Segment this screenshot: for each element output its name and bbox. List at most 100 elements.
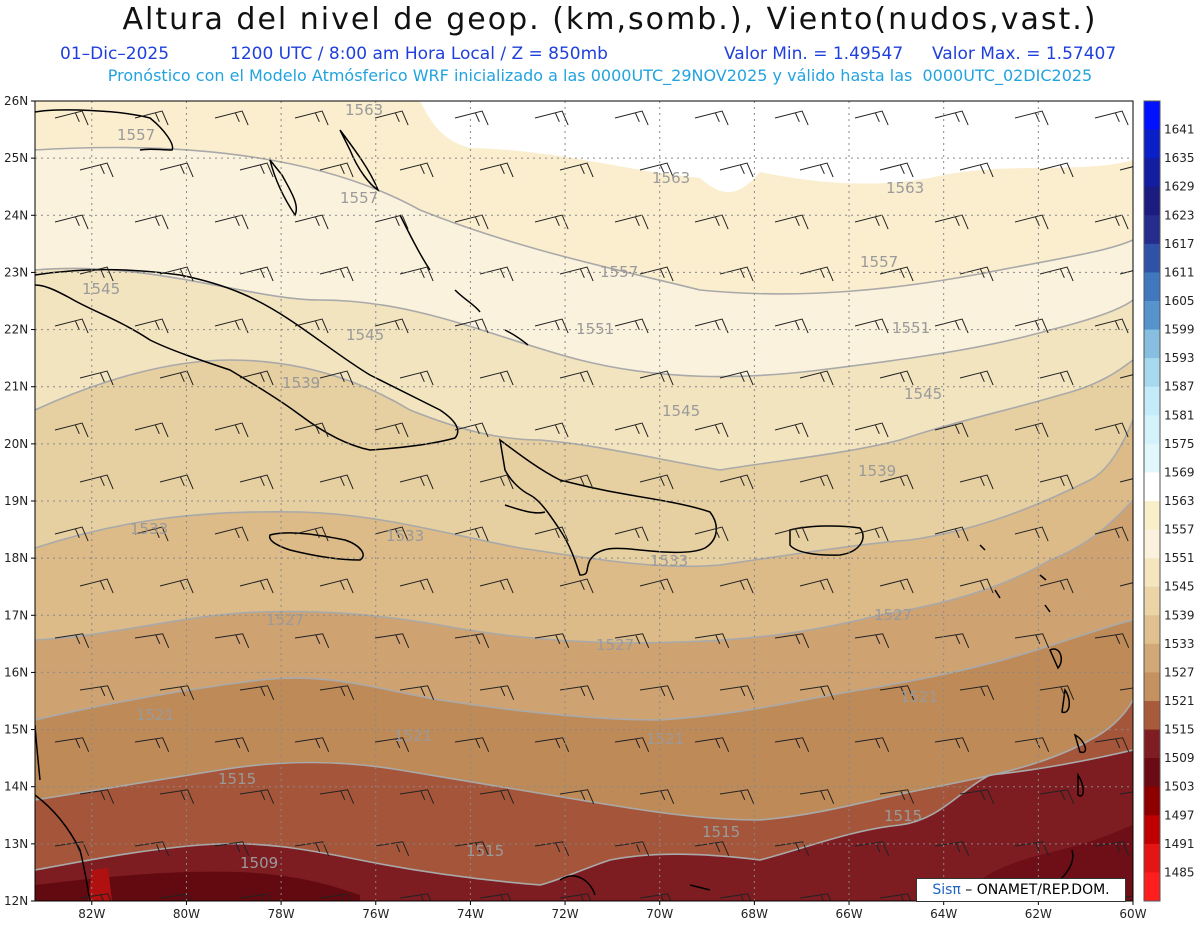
latitude-label: 23N [4,265,28,279]
wind-barb [1039,162,1074,178]
wind-barb [1014,526,1049,542]
colorbar-label: 1635 [1164,151,1195,165]
wind-barb [374,526,409,542]
wind-barb [559,893,592,901]
colorbar-swatch [1144,729,1160,759]
wind-barb [1039,789,1075,805]
wind-barb [614,318,649,334]
contour-label: 1557 [117,126,155,144]
wind-barb [319,578,354,594]
latitude-label: 15N [4,723,28,737]
contour-label: 1545 [82,280,120,298]
wind-barb [214,214,249,230]
wind-barb [479,685,515,701]
colorbar-swatch [1144,158,1160,188]
min-value: Valor Min. = 1.49547 [724,44,904,64]
wind-barb [454,214,489,230]
colorbar-label: 1563 [1164,494,1195,508]
wind-barb [214,110,249,126]
colorbar-swatch [1144,558,1160,588]
wind-barb [694,841,730,857]
wind-barb [879,893,912,901]
wind-barb [1094,422,1129,438]
wind-barb [799,162,834,178]
contour-label: 1515 [218,770,256,788]
forecast-date: 01–Dic–2025 [60,44,170,64]
longitude-label: 66W [835,907,862,921]
wind-barb [294,526,329,542]
colorbar-label: 1551 [1164,551,1195,565]
colorbar-swatch [1144,786,1160,816]
wind-barb [934,422,969,438]
credit-org: – ONAMET/REP.DOM. [960,882,1110,898]
contour-label: 1521 [646,730,684,748]
wind-barb [159,578,194,594]
colorbar-label: 1533 [1164,637,1195,651]
wind-barb [374,110,409,126]
colorbar-swatch [1144,129,1160,159]
latitude-label: 20N [4,437,28,451]
wind-barb [374,737,410,753]
wind-barb [239,162,274,178]
wind-barb [854,110,889,126]
wind-barb [479,162,514,178]
wind-barb [719,789,755,805]
wind-barb [79,578,114,594]
wind-barb [214,737,250,753]
colorbar-swatch [1144,358,1160,388]
wind-barb [534,422,569,438]
longitude-label: 68W [741,907,768,921]
wind-barb [959,578,994,594]
wind-barb [134,422,169,438]
wind-barb [54,422,89,438]
wind-barb [614,422,649,438]
contour-label: 1527 [874,606,912,624]
wind-barb [639,266,674,282]
colorbar-label: 1641 [1164,123,1195,137]
wind-barb [719,893,752,901]
wind-barb [54,110,89,126]
colorbar: 1641 1635 1629 1623 1617 1611 1605 1599 1593 1587… [1143,100,1195,902]
wind-barb [719,685,755,701]
wind-barb [774,841,810,857]
wind-barb [799,266,834,282]
colorbar-label: 1611 [1164,265,1195,279]
wind-barb [879,789,915,805]
wind-barb [399,266,434,282]
colorbar-swatch [1144,101,1160,131]
wind-barb [1014,737,1050,753]
colorbar-swatch [1144,872,1160,902]
wind-barb [774,526,809,542]
wind-barb [934,526,969,542]
wind-barb [1119,270,1133,275]
wind-barb [694,214,729,230]
colorbar-swatch [1144,586,1160,616]
contour-label: 1515 [702,823,740,841]
wind-barb [719,370,754,386]
longitude-labels: 82W 80W 78W 76W 74W 72W 70W 68W 66W 64W 62W 60W [78,901,1147,921]
wind-barb [854,633,890,649]
wind-barb [1014,318,1049,334]
wind-barb [294,737,330,753]
wind-barb [774,633,810,649]
contour-label: 1563 [886,179,924,197]
wind-barb [319,893,352,901]
wind-barb [399,789,435,805]
max-value: Valor Max. = 1.57407 [932,44,1117,64]
contour-label: 1515 [884,807,922,825]
wind-barb [1039,370,1074,386]
wind-barb [774,110,809,126]
wind-barb [1094,318,1129,334]
wind-barb [239,474,274,490]
longitude-label: 70W [646,907,673,921]
colorbar-swatch [1144,701,1160,731]
wind-barb [214,633,250,649]
colorbar-label: 1521 [1164,694,1195,708]
wind-barb [719,266,754,282]
wind-barb [454,318,489,334]
colorbar-swatch [1144,529,1160,559]
wind-barb [399,370,434,386]
wind-barb [1039,578,1074,594]
wind-barb [1119,582,1133,587]
wind-barb [1094,633,1130,649]
